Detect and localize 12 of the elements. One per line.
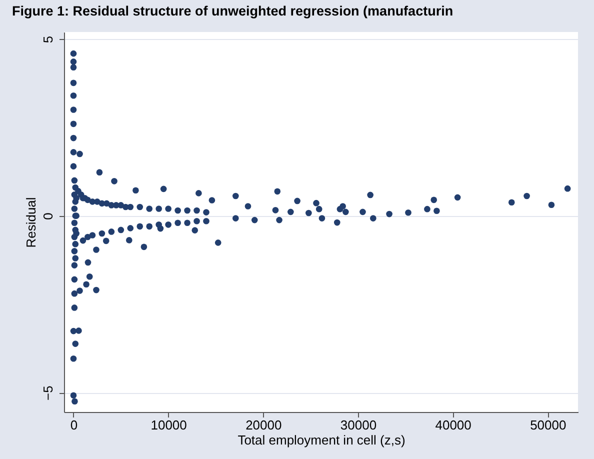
chart-title: Figure 1: Residual structure of unweighted regression (manufacturin	[12, 4, 454, 18]
y-tick-label: 5	[40, 36, 56, 44]
y-tick-label: −5	[40, 386, 56, 400]
x-tick-label: 10000	[150, 418, 187, 432]
x-tick-label: 50000	[530, 418, 566, 432]
y-tick-label: 0	[40, 212, 56, 220]
x-tick-label: 20000	[246, 418, 282, 432]
y-axis-title: Residual	[24, 197, 38, 248]
x-tick-label: 30000	[340, 418, 377, 432]
x-tick-label: 0	[70, 418, 78, 432]
x-axis-title: Total employment in cell (z,s)	[238, 432, 406, 448]
x-tick-label: 40000	[435, 418, 472, 432]
